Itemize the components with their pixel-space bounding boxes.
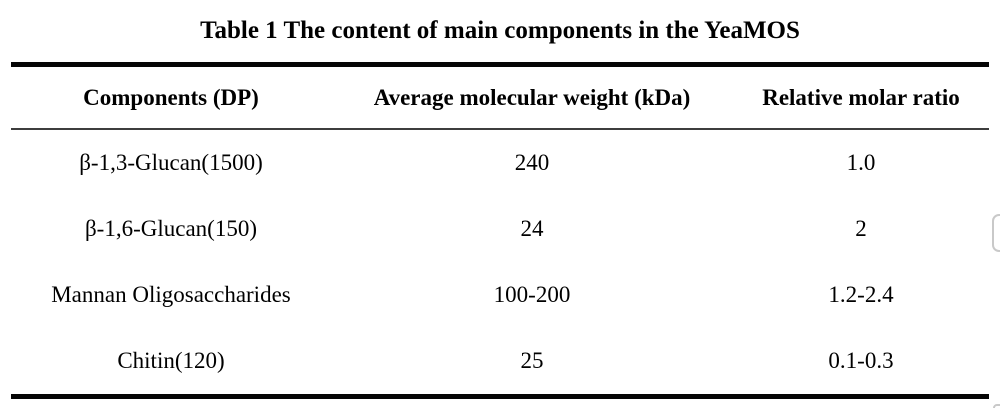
cell-molar-ratio: 1.0 [846,150,876,175]
cell-component: Mannan Oligosaccharides [51,282,291,307]
cell-molecular-weight: 240 [514,150,550,175]
cell-component: Chitin(120) [117,348,225,373]
cell-molecular-weight: 25 [520,348,544,373]
clipped-ui-fragment-corner [993,404,1000,408]
table-header-row: Components (DP) Average molecular weight… [11,67,989,128]
cell-molecular-weight: 100-200 [493,282,571,307]
table-top-rule [11,62,989,67]
cell-component: β-1,3-Glucan(1500) [79,150,263,175]
header-molar-ratio: Relative molar ratio [762,84,960,110]
cell-molecular-weight: 24 [520,216,544,241]
header-components: Components (DP) [83,84,259,110]
table-row: β-1,3-Glucan(1500) 240 1.0 [11,130,989,196]
clipped-ui-fragment [992,214,1000,252]
table-row: Mannan Oligosaccharides 100-200 1.2-2.4 [11,262,989,328]
cell-molar-ratio: 2 [855,216,867,241]
table-row: β-1,6-Glucan(150) 24 2 [11,196,989,262]
cell-molar-ratio: 1.2-2.4 [828,282,894,307]
table-caption: Table 1 The content of main components i… [200,17,800,44]
cell-molar-ratio: 0.1-0.3 [828,348,894,373]
header-molecular-weight: Average molecular weight (kDa) [373,84,691,110]
cell-component: β-1,6-Glucan(150) [84,216,257,241]
table-bottom-rule [11,394,989,399]
components-table: Components (DP) Average molecular weight… [11,62,989,399]
header-divider-rule [11,128,989,130]
table-row: Chitin(120) 25 0.1-0.3 [11,328,989,394]
